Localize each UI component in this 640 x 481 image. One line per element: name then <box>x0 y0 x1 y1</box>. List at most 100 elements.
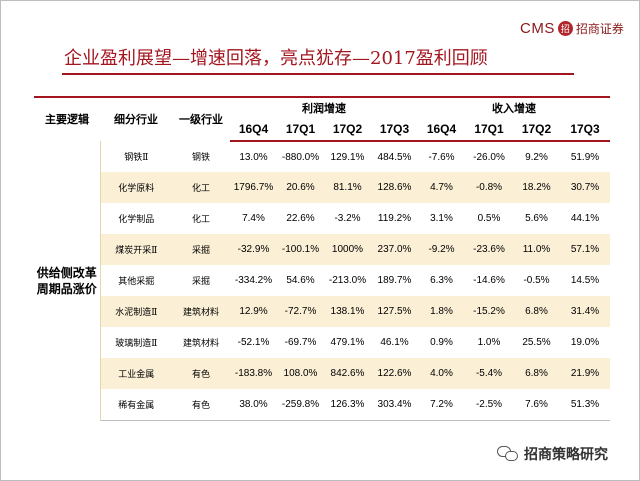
profit-quarter-header: 17Q2 <box>324 117 371 142</box>
table-row: 煤炭开采Ⅱ 采掘 -32.9% -100.1% 1000% 237.0% -9.2% -23.… <box>34 234 610 265</box>
revenue-growth-cell: -15.2% <box>465 296 513 327</box>
revenue-growth-cell: 14.5% <box>560 265 610 296</box>
revenue-growth-cell: -2.5% <box>465 389 513 421</box>
revenue-growth-cell: 0.9% <box>418 327 465 358</box>
profit-growth-cell: 122.6% <box>371 358 418 389</box>
revenue-quarter-header: 17Q2 <box>513 117 560 142</box>
revenue-growth-cell: -0.8% <box>465 172 513 203</box>
revenue-growth-cell: 6.8% <box>513 358 560 389</box>
revenue-growth-cell: 5.6% <box>513 203 560 234</box>
level1-industry-cell: 建筑材料 <box>172 296 230 327</box>
revenue-growth-cell: 21.9% <box>560 358 610 389</box>
revenue-growth-cell: 57.1% <box>560 234 610 265</box>
sub-industry-cell: 稀有金属 <box>100 389 172 421</box>
profit-growth-cell: -69.7% <box>277 327 324 358</box>
revenue-growth-cell: 44.1% <box>560 203 610 234</box>
profit-growth-cell: -213.0% <box>324 265 371 296</box>
table-row: 水泥制造Ⅱ 建筑材料 12.9% -72.7% 138.1% 127.5% 1.8% -15.… <box>34 296 610 327</box>
main-logic-cell: 供给侧改革周期品涨价 <box>34 141 101 420</box>
header-sub-industry: 细分行业 <box>100 97 172 141</box>
profit-growth-cell: -32.9% <box>230 234 277 265</box>
profit-growth-cell: 13.0% <box>230 141 277 172</box>
profit-growth-cell: -259.8% <box>277 389 324 421</box>
profit-growth-cell: 479.1% <box>324 327 371 358</box>
profit-growth-cell: 81.1% <box>324 172 371 203</box>
profit-growth-cell: 38.0% <box>230 389 277 421</box>
level1-industry-cell: 化工 <box>172 172 230 203</box>
revenue-growth-cell: 18.2% <box>513 172 560 203</box>
logo-seal-icon: 招 <box>557 21 573 36</box>
profit-growth-cell: 237.0% <box>371 234 418 265</box>
sub-industry-cell: 玻璃制造Ⅱ <box>100 327 172 358</box>
profit-growth-cell: -100.1% <box>277 234 324 265</box>
revenue-growth-cell: 1.0% <box>465 327 513 358</box>
header-profit-growth: 利润增速 <box>230 97 418 117</box>
profit-growth-cell: 138.1% <box>324 296 371 327</box>
profit-quarter-header: 17Q1 <box>277 117 324 142</box>
revenue-growth-cell: -14.6% <box>465 265 513 296</box>
profit-growth-cell: 108.0% <box>277 358 324 389</box>
revenue-growth-cell: 6.3% <box>418 265 465 296</box>
revenue-growth-cell: 4.0% <box>418 358 465 389</box>
profit-growth-cell: 127.5% <box>371 296 418 327</box>
sub-industry-cell: 化学制品 <box>100 203 172 234</box>
revenue-growth-cell: 51.9% <box>560 141 610 172</box>
profit-growth-cell: 46.1% <box>371 327 418 358</box>
revenue-quarter-header: 17Q1 <box>465 117 513 142</box>
profit-growth-cell: -183.8% <box>230 358 277 389</box>
revenue-growth-cell: -0.5% <box>513 265 560 296</box>
growth-table: 主要逻辑 细分行业 一级行业 利润增速 收入增速 16Q4 17Q1 17Q2 … <box>34 96 610 421</box>
sub-industry-cell: 化学原料 <box>100 172 172 203</box>
header-main-logic: 主要逻辑 <box>34 97 100 141</box>
profit-growth-cell: 1796.7% <box>230 172 277 203</box>
profit-growth-cell: 119.2% <box>371 203 418 234</box>
revenue-growth-cell: -7.6% <box>418 141 465 172</box>
logo-company-name: 招商证券 <box>575 22 624 36</box>
profit-growth-cell: 1000% <box>324 234 371 265</box>
revenue-growth-cell: 7.2% <box>418 389 465 421</box>
revenue-growth-cell: 51.3% <box>560 389 610 421</box>
profit-growth-cell: -880.0% <box>277 141 324 172</box>
profit-quarter-header: 16Q4 <box>230 117 277 142</box>
revenue-growth-cell: 9.2% <box>513 141 560 172</box>
profit-growth-cell: 129.1% <box>324 141 371 172</box>
revenue-growth-cell: 11.0% <box>513 234 560 265</box>
revenue-growth-cell: 4.7% <box>418 172 465 203</box>
sub-industry-cell: 水泥制造Ⅱ <box>100 296 172 327</box>
header-level1-industry: 一级行业 <box>172 97 230 141</box>
level1-industry-cell: 化工 <box>172 203 230 234</box>
revenue-growth-cell: 3.1% <box>418 203 465 234</box>
level1-industry-cell: 建筑材料 <box>172 327 230 358</box>
revenue-growth-cell: -23.6% <box>465 234 513 265</box>
table-row: 玻璃制造Ⅱ 建筑材料 -52.1% -69.7% 479.1% 46.1% 0.9% 1.0%… <box>34 327 610 358</box>
profit-growth-cell: 303.4% <box>371 389 418 421</box>
sub-industry-cell: 其他采掘 <box>100 265 172 296</box>
profit-growth-cell: 20.6% <box>277 172 324 203</box>
level1-industry-cell: 采掘 <box>172 265 230 296</box>
profit-growth-cell: 126.3% <box>324 389 371 421</box>
table-row: 供给侧改革周期品涨价 钢铁Ⅱ 钢铁 13.0% -880.0% 129.1% 484.5% -… <box>34 141 610 420</box>
profit-growth-cell: 189.7% <box>371 265 418 296</box>
sub-industry-cell: 工业金属 <box>100 358 172 389</box>
table-row: 其他采掘 采掘 -334.2% 54.6% -213.0% 189.7% 6.3% -14.6… <box>34 265 610 296</box>
revenue-growth-cell: -5.4% <box>465 358 513 389</box>
profit-quarter-header: 17Q3 <box>371 117 418 142</box>
level1-industry-cell: 钢铁 <box>172 141 230 172</box>
wechat-badge: 招商策略研究 <box>497 444 608 464</box>
revenue-growth-cell: 1.8% <box>418 296 465 327</box>
revenue-growth-cell: 31.4% <box>560 296 610 327</box>
profit-growth-cell: 54.6% <box>277 265 324 296</box>
profit-growth-cell: -72.7% <box>277 296 324 327</box>
revenue-growth-cell: -9.2% <box>418 234 465 265</box>
revenue-quarter-header: 17Q3 <box>560 117 610 142</box>
profit-growth-cell: -334.2% <box>230 265 277 296</box>
profit-growth-cell: 842.6% <box>324 358 371 389</box>
table-row: 化学制品 化工 7.4% 22.6% -3.2% 119.2% 3.1% 0.5% 5.6% 44… <box>34 203 610 234</box>
revenue-growth-cell: 0.5% <box>465 203 513 234</box>
revenue-growth-cell: -26.0% <box>465 141 513 172</box>
profit-growth-cell: 22.6% <box>277 203 324 234</box>
revenue-growth-cell: 25.5% <box>513 327 560 358</box>
table-row: 工业金属 有色 -183.8% 108.0% 842.6% 122.6% 4.0% -5.4%… <box>34 358 610 389</box>
revenue-growth-cell: 6.8% <box>513 296 560 327</box>
revenue-growth-cell: 19.0% <box>560 327 610 358</box>
